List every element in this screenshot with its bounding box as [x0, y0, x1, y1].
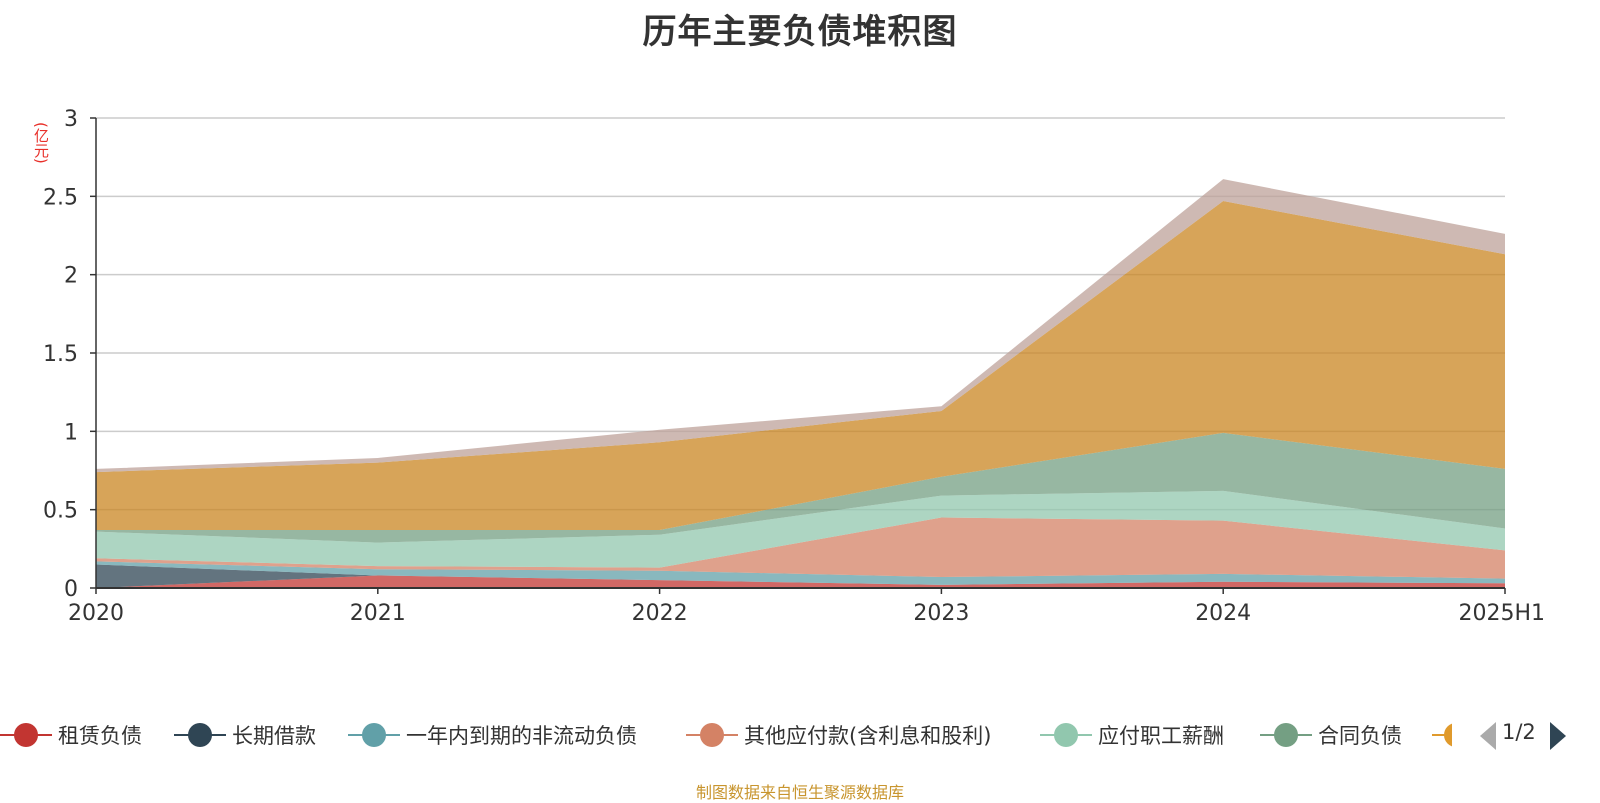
series-area-6 — [96, 201, 1505, 531]
x-tick-label: 2024 — [1195, 601, 1251, 626]
series-area-2 — [96, 561, 1505, 585]
legend-label: 长期借款 — [232, 724, 316, 748]
legend-page-indicator: 1/2 — [1502, 720, 1536, 744]
series-area-4 — [96, 490, 1505, 568]
legend: 租赁负债 长期借款 一年内到期的非流动负债 其他应付款(含利息和股利) 应付职工薪酬 合同… — [0, 718, 1600, 752]
series-area-7 — [96, 179, 1505, 473]
legend-overflow-line — [1432, 734, 1452, 736]
legend-item[interactable]: 其他应付款(含利息和股利) — [686, 718, 991, 752]
series-area-5 — [96, 432, 1505, 543]
y-tick-label: 1.5 — [43, 342, 78, 367]
legend-item[interactable]: 合同负债 — [1260, 718, 1402, 752]
legend-pager: 1/2 — [1480, 718, 1600, 752]
legend-item[interactable]: 应付职工薪酬 — [1040, 718, 1224, 752]
legend-overflow-item[interactable] — [1432, 718, 1452, 752]
x-tick-label: 2020 — [68, 601, 124, 626]
legend-overflow-dot — [1444, 723, 1452, 747]
y-tick-label: 0 — [64, 577, 78, 602]
legend-label: 一年内到期的非流动负债 — [406, 724, 637, 748]
legend-label: 合同负债 — [1318, 724, 1402, 748]
legend-label: 其他应付款(含利息和股利) — [744, 724, 992, 748]
legend-label: 租赁负债 — [58, 724, 142, 748]
legend-item[interactable]: 一年内到期的非流动负债 — [348, 718, 637, 752]
series-area-3 — [96, 517, 1505, 579]
y-tick-label: 0.5 — [43, 499, 78, 524]
legend-label: 应付职工薪酬 — [1098, 724, 1224, 748]
legend-prev-page-icon[interactable] — [1480, 722, 1496, 750]
legend-marker-icon — [1260, 718, 1312, 752]
y-tick-label: 1 — [64, 420, 78, 445]
stacked-area-chart: 0 0.5 1 1.5 2 2.5 3 2020 2021 2022 2023 2024 2025H1 — [43, 107, 1545, 626]
x-tick-label: 2022 — [632, 601, 688, 626]
x-tick-label: 2021 — [350, 601, 406, 626]
legend-marker-icon — [1040, 718, 1092, 752]
y-tick-label: 2.5 — [43, 185, 78, 210]
x-tick-label: 2025H1 — [1458, 601, 1545, 626]
legend-next-page-icon[interactable] — [1550, 722, 1566, 750]
y-axis-unit-label: (亿元) — [32, 122, 50, 164]
legend-marker-icon — [0, 718, 52, 752]
y-tick-label: 2 — [64, 264, 78, 289]
legend-marker-icon — [686, 718, 738, 752]
data-source-note: 制图数据来自恒生聚源数据库 — [695, 783, 904, 802]
legend-item[interactable]: 长期借款 — [174, 718, 316, 752]
legend-marker-icon — [174, 718, 226, 752]
chart-title: 历年主要负债堆积图 — [642, 12, 958, 52]
legend-item[interactable]: 租赁负债 — [0, 718, 142, 752]
legend-marker-icon — [348, 718, 400, 752]
y-tick-label: 3 — [64, 107, 78, 132]
series-area-0 — [96, 575, 1505, 588]
x-tick-label: 2023 — [913, 601, 969, 626]
